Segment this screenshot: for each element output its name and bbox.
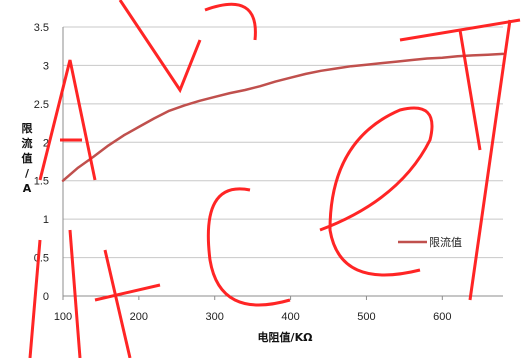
y-axis-title: 限流值 / A [22,121,33,195]
y-tick-label: 1.5 [34,176,49,188]
y-tick-label: 2.5 [34,99,49,111]
y-tick-label: 1 [43,214,49,226]
legend: 限流值 [398,235,462,249]
y-axis-title-char: 流 [22,136,33,150]
watermark [28,0,521,358]
x-tick-label: 100 [54,311,72,323]
x-tick-label: 300 [206,311,224,323]
y-tick-label: 0.5 [34,253,49,265]
x-tick-label: 400 [281,311,299,323]
y-axis-title-char: 值 [22,151,33,165]
y-axis-title-char: 限 [22,121,33,135]
y-axis-title-char: A [23,182,32,195]
y-tick-label: 3 [43,60,49,72]
x-tick-label: 600 [433,311,451,323]
x-axis-title: 电阻值/KΩ [258,330,314,344]
y-tick-label: 0 [43,291,49,303]
tick-labels: 0 0.5 1 1.5 2 2.5 3 3.5 100 200 300 400 500 600 [34,22,452,323]
y-axis-title-char: / [25,167,30,180]
series-line [61,52,505,182]
y-tick-label: 3.5 [34,22,49,34]
x-tick-label: 500 [357,311,375,323]
series-layer [61,52,505,182]
x-tick-label: 200 [130,311,148,323]
grid-lines [62,26,503,300]
y-tick-label: 2 [43,137,49,149]
legend-label: 限流值 [429,235,462,249]
